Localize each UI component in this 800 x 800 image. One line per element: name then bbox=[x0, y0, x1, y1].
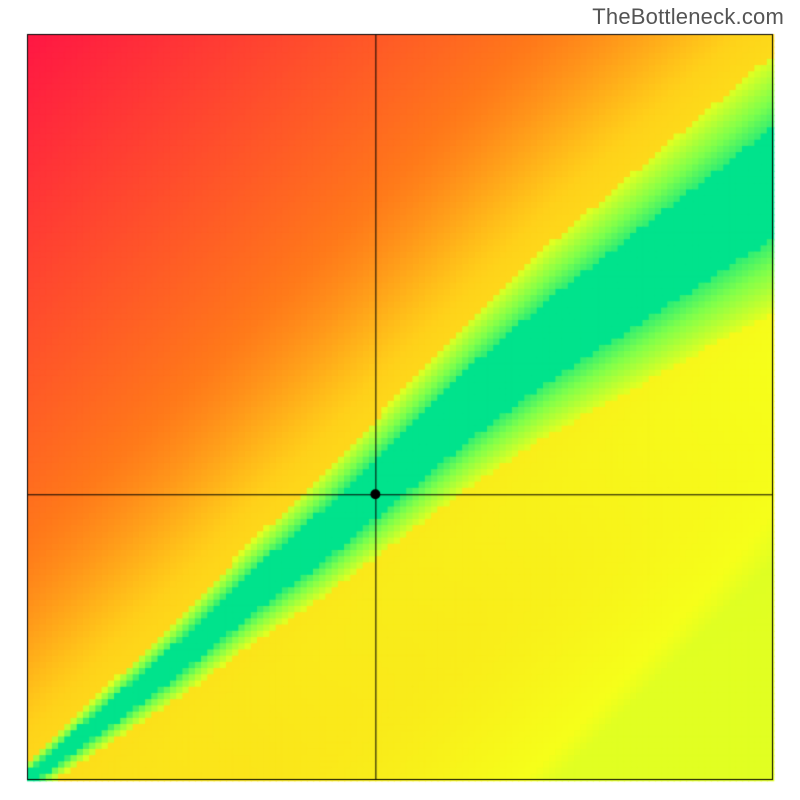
chart-container: TheBottleneck.com bbox=[0, 0, 800, 800]
watermark-text: TheBottleneck.com bbox=[592, 4, 784, 30]
heatmap-canvas bbox=[0, 0, 800, 800]
